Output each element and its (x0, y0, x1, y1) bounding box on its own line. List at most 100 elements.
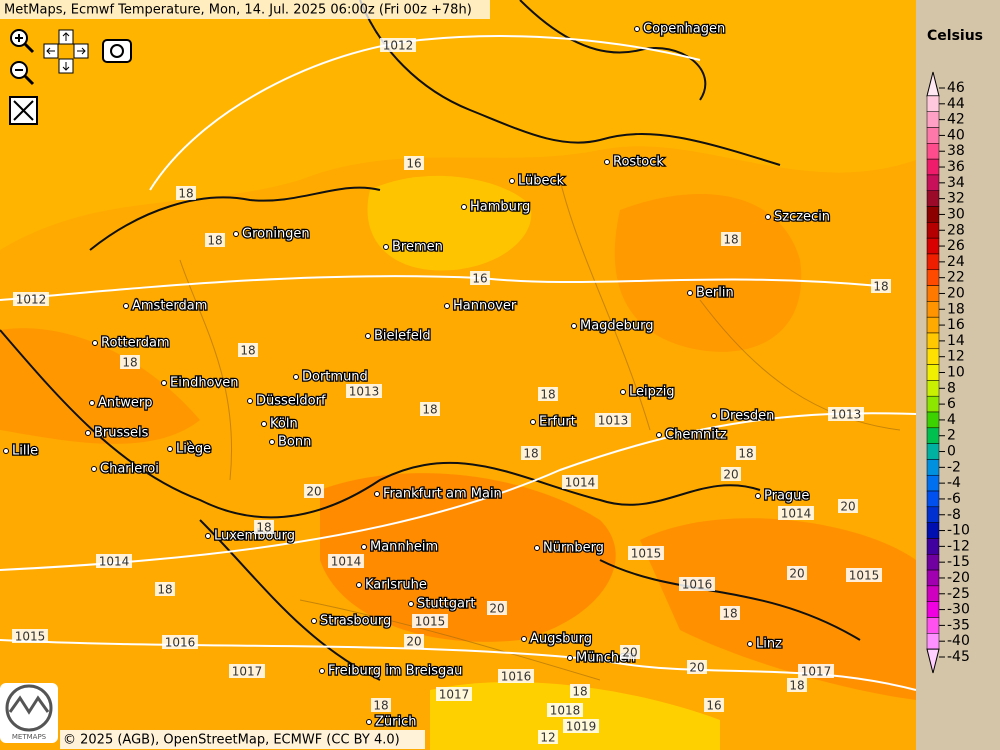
contour-label-box (229, 664, 265, 678)
city-dot (656, 432, 662, 438)
legend-scale: 4644424038363432302826242220181614121086… (926, 71, 970, 674)
legend-swatch (926, 316, 940, 334)
city-dot (92, 340, 98, 346)
fullscreen-button[interactable] (9, 96, 38, 125)
legend-label: -2 (947, 459, 961, 475)
zoom-out[interactable] (10, 61, 35, 86)
legend-swatch (926, 395, 940, 413)
contour-label: 20 (689, 661, 704, 675)
credit-box (60, 730, 425, 749)
contour-line (0, 329, 861, 681)
contour-label: 18 (723, 233, 738, 247)
city-dot (509, 178, 515, 184)
contour-label-box (721, 232, 741, 246)
contour-label: 18 (789, 679, 804, 693)
city-label: Stuttgart (417, 597, 475, 612)
contour-label: 18 (207, 234, 222, 248)
city-label: Rotterdam (101, 336, 170, 351)
contour-label: 1013 (598, 414, 629, 428)
city-dot (319, 668, 325, 674)
legend-label: 38 (947, 143, 965, 159)
contour-label-box (304, 484, 324, 498)
city-label: Bielefeld (374, 329, 431, 344)
contour-label: 1012 (383, 39, 414, 53)
city-dot (205, 533, 211, 539)
contour-label: 20 (406, 635, 421, 649)
city-label: Freiburg im Breisgau (328, 664, 462, 679)
legend-swatch (926, 569, 940, 587)
logo-mark (5, 684, 53, 732)
legend-label: 18 (947, 301, 965, 317)
legend-swatch (926, 633, 940, 650)
legend-label: -8 (947, 507, 961, 523)
legend-swatch (926, 427, 940, 444)
city-dot (408, 601, 414, 607)
legend-label: 42 (947, 112, 965, 128)
legend-label: 16 (947, 317, 965, 333)
contour-label-box (371, 698, 391, 712)
city-dot (366, 719, 372, 725)
contour-label: 1015 (849, 569, 880, 583)
contour-label: 1016 (501, 670, 532, 684)
contour-label-box (871, 279, 891, 293)
legend-label: -20 (947, 570, 970, 586)
legend-swatch (926, 380, 940, 397)
legend-swatch (926, 648, 940, 674)
contour-label: 1014 (565, 476, 596, 490)
legend-swatch (926, 95, 940, 112)
zoom-in[interactable] (10, 29, 35, 54)
screenshot-button[interactable] (102, 39, 132, 63)
contour-label-box (238, 343, 258, 357)
city-dot (534, 545, 540, 551)
legend-label: 2 (947, 428, 956, 444)
legend-label: -12 (947, 538, 970, 554)
city-dot (374, 491, 380, 497)
logo-mark (8, 695, 50, 715)
city-dot (687, 290, 693, 296)
legend-label: 12 (947, 349, 965, 365)
legend-label: 22 (947, 270, 965, 286)
contour-label-box (679, 577, 715, 591)
contour-label: 12 (540, 731, 555, 745)
contour-label-box (721, 467, 741, 481)
legend-swatch (926, 127, 940, 144)
contour-label-box (547, 703, 583, 717)
contour-label: 18 (256, 521, 271, 535)
city-label: Düsseldorf (256, 394, 326, 409)
contour-label: 18 (373, 699, 388, 713)
city-label: Dortmund (302, 370, 368, 385)
legend-label: 40 (947, 127, 965, 143)
legend-swatch (926, 506, 940, 523)
pan-control[interactable] (43, 29, 89, 74)
legend-unit: Celsius (927, 28, 983, 44)
city-label: Charleroi (100, 462, 159, 477)
legend-label: -30 (947, 602, 970, 618)
city-dot (247, 398, 253, 404)
city-label: Erfurt (539, 415, 576, 430)
legend-swatch (926, 538, 940, 555)
contour-label: 16 (406, 157, 421, 171)
legend-label: 32 (947, 191, 965, 207)
city-label: Karlsruhe (365, 578, 427, 593)
contour-label: 20 (840, 500, 855, 514)
city-dot (85, 430, 91, 436)
contour-label-box (254, 520, 274, 534)
legend-label: 6 (947, 396, 956, 412)
temp-area (0, 328, 200, 444)
legend-label: 44 (947, 96, 965, 112)
city-dot (383, 244, 389, 250)
city-label: Strasbourg (320, 614, 391, 629)
legend-swatch (926, 174, 940, 191)
legend-label: 20 (947, 285, 965, 301)
city-dot (711, 413, 717, 419)
city-label: Linz (756, 637, 782, 652)
legend-swatch (926, 348, 940, 365)
contour-label-box (798, 664, 834, 678)
city-label: Hamburg (470, 200, 530, 215)
legend-label: -6 (947, 491, 961, 507)
city-label: Frankfurt am Main (383, 487, 502, 502)
city-dot (634, 26, 640, 32)
contour-label: 20 (789, 567, 804, 581)
legend-swatch (926, 459, 940, 476)
title: MetMaps, Ecmwf Temperature, Mon, 14. Jul… (4, 3, 472, 18)
